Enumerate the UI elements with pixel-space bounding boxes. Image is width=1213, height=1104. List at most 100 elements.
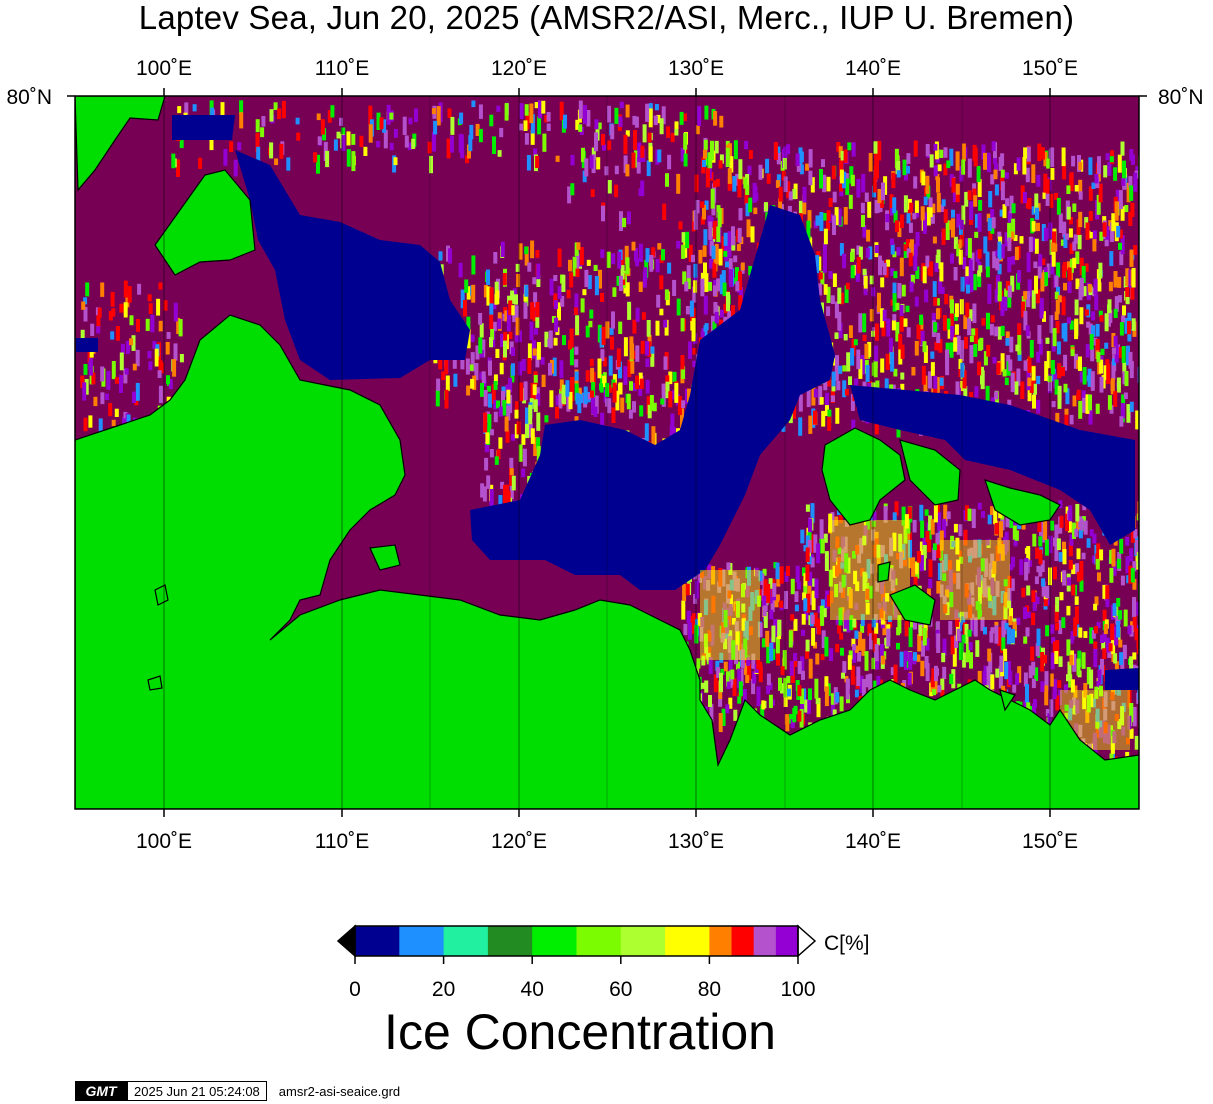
ice-pixel [1105, 637, 1110, 653]
colorbar-bin-10 [731, 926, 755, 956]
ice-pixel [1005, 580, 1010, 600]
ice-pixel [878, 255, 882, 276]
ice-pixel [987, 284, 992, 304]
ice-pixel [553, 275, 558, 282]
ice-pixel [632, 115, 637, 125]
ice-pixel [383, 129, 388, 149]
ice-pixel [511, 347, 515, 356]
ice-pixel [1036, 375, 1041, 385]
ice-pixel [1068, 705, 1073, 721]
ice-pixel [484, 457, 489, 471]
ice-pixel [737, 696, 742, 704]
ice-pixel [703, 295, 708, 315]
ice-pixel [840, 647, 844, 656]
ice-pixel [719, 154, 724, 164]
ice-pixel [608, 384, 613, 393]
ice-pixel [758, 666, 763, 683]
ice-pixel [1079, 518, 1084, 531]
ice-pixel [1090, 743, 1095, 752]
ice-pixel [154, 348, 159, 367]
ice-pixel [523, 120, 528, 131]
ice-pixel [604, 166, 609, 176]
ice-pixel [964, 583, 969, 598]
colorbar: 0 20 40 60 80 100 C[%] [336, 924, 870, 1001]
ice-pixel [511, 434, 515, 441]
ice-pixel [733, 709, 738, 721]
ice-pixel [559, 101, 564, 121]
ice-pixel [1002, 369, 1007, 377]
ice-pixel [554, 317, 559, 333]
ice-pixel [710, 631, 715, 646]
ice-pixel [844, 553, 849, 573]
ice-pixel [994, 391, 999, 400]
ice-pixel [83, 297, 88, 305]
ice-pixel [830, 295, 835, 304]
ice-pixel [1007, 257, 1012, 273]
ice-pixel [1049, 193, 1054, 208]
ice-pixel [699, 569, 704, 578]
ice-pixel [863, 525, 868, 544]
ice-pixel [956, 559, 961, 572]
ice-pixel [511, 363, 515, 376]
ice-pixel [1091, 630, 1096, 639]
ice-pixel [1020, 185, 1025, 204]
ice-pixel [842, 253, 847, 269]
ice-pixel [647, 335, 652, 346]
ice-pixel [942, 638, 947, 656]
ice-pixel [779, 566, 784, 584]
ice-pixel [1095, 339, 1100, 351]
ice-pixel [432, 132, 436, 152]
ice-pixel [1103, 365, 1108, 381]
ice-pixel [1031, 678, 1036, 689]
ice-pixel [514, 294, 518, 305]
ice-pixel [751, 678, 756, 695]
ice-pixel [1042, 311, 1046, 322]
ice-pixel [976, 567, 981, 588]
medium-ice-areas [700, 520, 1130, 750]
ice-pixel [1007, 575, 1012, 591]
ice-pixel [951, 669, 956, 689]
ice-pixel [963, 315, 968, 330]
ice-pixel [1081, 265, 1086, 283]
ice-pixel [1134, 735, 1139, 750]
ice-pixel [788, 630, 793, 648]
ice-pixel [122, 417, 127, 425]
ice-pixel [815, 215, 820, 226]
ice-pixel [1129, 362, 1134, 379]
ice-pixel [634, 116, 639, 128]
ice-pixel [114, 408, 119, 417]
ice-pixel [173, 343, 178, 361]
ice-pixel [1012, 621, 1017, 631]
ice-pixel [699, 627, 704, 642]
ice-pixel [963, 529, 968, 546]
ice-pixel [495, 348, 500, 358]
ice-pixel [797, 685, 802, 697]
ice-pixel [1103, 722, 1108, 734]
ice-pixel [740, 649, 745, 669]
ice-pixel [607, 140, 612, 151]
ice-pixel [1099, 685, 1103, 697]
ice-pixel [1110, 222, 1115, 242]
ice-pixel [1061, 367, 1065, 377]
ice-pixel [841, 536, 846, 547]
ice-pixel [438, 251, 443, 261]
ice-pixel [800, 659, 805, 671]
ice-pixel [1016, 368, 1021, 386]
ice-pixel [923, 196, 928, 206]
ice-pixel [856, 349, 861, 370]
ice-pixel [1046, 351, 1051, 369]
ice-pixel [719, 115, 724, 128]
ice-pixel [893, 368, 898, 377]
ice-pixel [721, 622, 726, 636]
ice-pixel [1055, 320, 1060, 334]
ice-pixel [635, 258, 640, 267]
ice-pixel [1130, 287, 1135, 300]
ice-pixel [583, 105, 587, 125]
ice-pixel [522, 448, 527, 467]
lon-label-top-130: 130˚E [668, 57, 724, 80]
ice-pixel [516, 421, 521, 435]
ice-pixel [674, 382, 679, 403]
ice-pixel [1101, 375, 1106, 389]
ice-pixel [129, 338, 134, 346]
ice-pixel [659, 275, 664, 290]
